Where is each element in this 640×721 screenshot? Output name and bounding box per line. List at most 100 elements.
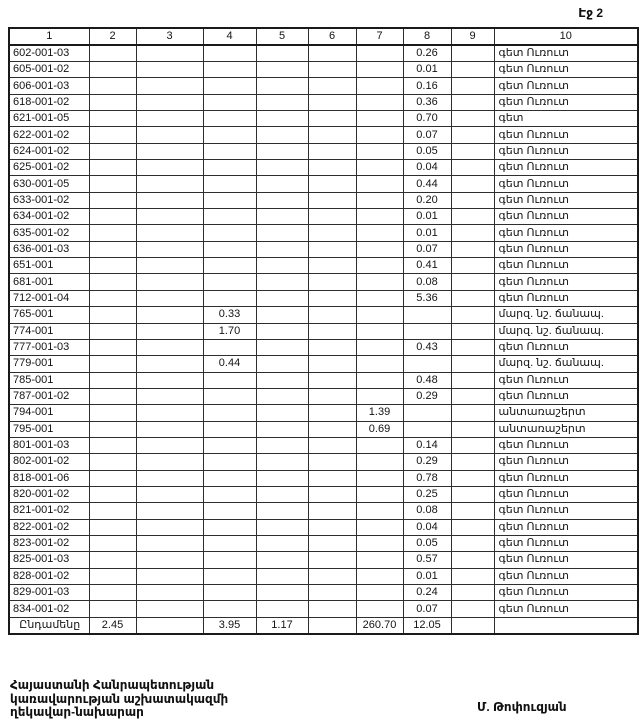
cell-col4: 0.33 xyxy=(202,306,257,324)
cell-col2 xyxy=(88,583,137,602)
cell-col8: 0.07 xyxy=(402,240,452,259)
cell-col4 xyxy=(202,453,257,471)
cell-col7 xyxy=(355,175,404,193)
cell-col9 xyxy=(450,77,495,95)
cell-col3 xyxy=(135,485,204,504)
cell-col10: գետ Ուռուտ xyxy=(493,469,639,487)
cell-col7 xyxy=(355,191,404,210)
cell-col2 xyxy=(88,518,137,536)
cell-col6 xyxy=(307,93,357,112)
cell-col10: գետ Ուռուտ xyxy=(493,567,639,586)
totals-cell-col3 xyxy=(135,616,204,635)
cell-col4 xyxy=(202,387,257,406)
cell-col4 xyxy=(202,567,257,586)
cell-col4 xyxy=(202,469,257,487)
cell-col8: 5.36 xyxy=(402,289,452,308)
cell-col5 xyxy=(255,600,309,618)
cell-col3 xyxy=(135,387,204,406)
cell-col6 xyxy=(307,600,357,618)
cell-col5 xyxy=(255,453,309,471)
table-row: 622-001-02 0.07 գետ Ուռուտ xyxy=(8,126,639,144)
cell-col3 xyxy=(135,551,204,569)
cell-col10: գետ Ուռուտ xyxy=(493,44,639,62)
table-row: 624-001-02 0.05 գետ Ուռուտ xyxy=(8,142,639,161)
cell-col5 xyxy=(255,224,309,242)
cell-col4: 1.70 xyxy=(202,322,257,340)
cell-col1: 635-001-02 xyxy=(8,224,90,242)
cell-col1: 823-001-02 xyxy=(8,534,90,553)
cell-col3 xyxy=(135,469,204,487)
cell-col1: 624-001-02 xyxy=(8,142,90,161)
table-row: 802-001-02 0.29 գետ Ուռուտ xyxy=(8,453,639,471)
cell-col5 xyxy=(255,502,309,520)
cell-col6 xyxy=(307,387,357,406)
cell-col1: 712-001-04 xyxy=(8,289,90,308)
cell-col6 xyxy=(307,404,357,422)
cell-col6 xyxy=(307,208,357,226)
cell-col2 xyxy=(88,191,137,210)
cell-col1: 828-001-02 xyxy=(8,567,90,586)
cell-col3 xyxy=(135,224,204,242)
cell-col1: 774-001 xyxy=(8,322,90,340)
cell-col1: 794-001 xyxy=(8,404,90,422)
cell-col5 xyxy=(255,355,309,373)
cell-col9 xyxy=(450,485,495,504)
cell-col3 xyxy=(135,453,204,471)
cell-col2 xyxy=(88,273,137,291)
table-header-row: 1 2 3 4 5 6 7 8 9 10 xyxy=(8,27,639,46)
cell-col1: 651-001 xyxy=(8,257,90,275)
cell-col4 xyxy=(202,142,257,161)
cell-col8: 0.20 xyxy=(402,191,452,210)
cell-col2 xyxy=(88,60,137,79)
cell-col8: 0.57 xyxy=(402,551,452,569)
cell-col5 xyxy=(255,583,309,602)
cell-col10: գետ Ուռուտ xyxy=(493,502,639,520)
cell-col4 xyxy=(202,502,257,520)
cell-col3 xyxy=(135,44,204,62)
cell-col2 xyxy=(88,224,137,242)
cell-col5 xyxy=(255,126,309,144)
cell-col7 xyxy=(355,77,404,95)
cell-col7 xyxy=(355,208,404,226)
cell-col10: գետ Ուռուտ xyxy=(493,518,639,536)
cell-col3 xyxy=(135,110,204,128)
cell-col7 xyxy=(355,518,404,536)
cell-col9 xyxy=(450,551,495,569)
cell-col10: մարզ. նշ. ճանապ. xyxy=(493,355,639,373)
cell-col7 xyxy=(355,338,404,357)
cell-col10: գետ Ուռուտ xyxy=(493,159,639,177)
cell-col6 xyxy=(307,502,357,520)
cell-col5 xyxy=(255,44,309,62)
cell-col9 xyxy=(450,257,495,275)
cell-col2 xyxy=(88,469,137,487)
table-row: 606-001-03 0.16 գետ Ուռուտ xyxy=(8,77,639,95)
cell-col8: 0.07 xyxy=(402,126,452,144)
cell-col1: 605-001-02 xyxy=(8,60,90,79)
cell-col3 xyxy=(135,191,204,210)
cell-col3 xyxy=(135,322,204,340)
cell-col9 xyxy=(450,289,495,308)
cell-col2 xyxy=(88,534,137,553)
table-row: 795-001 0.69 անտառաշերտ xyxy=(8,420,639,438)
cell-col5 xyxy=(255,420,309,438)
cell-col8 xyxy=(402,322,452,340)
cell-col2 xyxy=(88,44,137,62)
cell-col2 xyxy=(88,142,137,161)
cell-col2 xyxy=(88,93,137,112)
table-row: 834-001-02 0.07 գետ Ուռուտ xyxy=(8,600,639,618)
cell-col5 xyxy=(255,518,309,536)
cell-col2 xyxy=(88,322,137,340)
table-row: 818-001-06 0.78 գետ Ուռուտ xyxy=(8,469,639,487)
cell-col7: 1.39 xyxy=(355,404,404,422)
cell-col3 xyxy=(135,159,204,177)
signature-title-line-1: Հայաստանի Հանրապետության xyxy=(10,678,215,692)
table-row: 787-001-02 0.29 գետ Ուռուտ xyxy=(8,387,639,406)
cell-col3 xyxy=(135,534,204,553)
cell-col4 xyxy=(202,240,257,259)
cell-col10: մարզ. նշ. ճանապ. xyxy=(493,322,639,340)
cell-col8: 0.26 xyxy=(402,44,452,62)
cell-col2 xyxy=(88,436,137,455)
cell-col1: 630-001-05 xyxy=(8,175,90,193)
cell-col10: գետ Ուռուտ xyxy=(493,371,639,389)
cell-col5 xyxy=(255,469,309,487)
